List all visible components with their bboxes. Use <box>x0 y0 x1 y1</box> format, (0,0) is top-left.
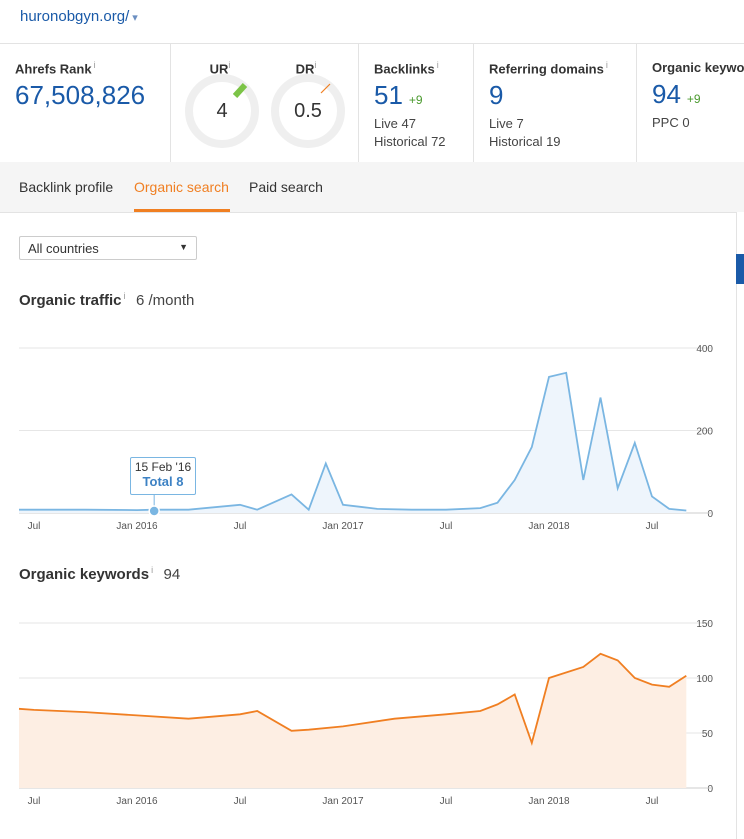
ahrefs-rank-metric: Ahrefs Rank i 67,508,826 <box>0 44 171 162</box>
y-tick-label: 200 <box>696 427 713 438</box>
x-tick-label: Jan 2017 <box>322 521 364 532</box>
x-tick-label: Jul <box>234 521 247 532</box>
country-select[interactable]: All countries ▼ <box>19 236 197 260</box>
referring-domains-metric: Referring domains i 9 Live 7 Historical 1… <box>474 44 637 162</box>
x-tick-label: Jul <box>440 521 453 532</box>
metrics-bar: Ahrefs Rank i 67,508,826 URi 4 DRi 0.5 Ba… <box>0 43 744 163</box>
site-url[interactable]: huronobgyn.org/ <box>20 8 130 25</box>
metric-label: Ahrefs Rank i <box>15 60 96 77</box>
backlinks-metric: Backlinks i 51 +9 Live 47 Historical 72 <box>359 44 474 162</box>
tab-backlink-profile[interactable]: Backlink profile <box>19 179 114 195</box>
y-tick-label: 400 <box>696 344 713 355</box>
dropdown-arrow-icon: ▼ <box>179 242 188 252</box>
ur-label: URi <box>209 60 231 77</box>
backlinks-value[interactable]: 51 <box>374 80 403 111</box>
tooltip-total: Total 8 <box>142 474 184 489</box>
scrollbar-track[interactable] <box>736 212 744 839</box>
country-select-value: All countries <box>28 241 99 256</box>
tab-organic-search[interactable]: Organic search <box>134 179 229 195</box>
info-icon[interactable]: i <box>228 60 231 70</box>
dr-label: DRi <box>295 60 317 77</box>
ppc-value: PPC 0 <box>652 115 690 130</box>
info-icon[interactable]: i <box>93 60 96 70</box>
organic-traffic-chart[interactable]: 400 200 0 Jul Jan 2016 Jul Jan 2017 Jul Jan 2018… <box>0 325 736 540</box>
report-tabs: Backlink profile Organic search Paid sea… <box>0 162 744 213</box>
ur-ring <box>185 74 259 148</box>
info-icon[interactable]: i <box>605 60 608 70</box>
dr-value: 0.5 <box>294 100 322 122</box>
chart-tooltip: 15 Feb '16 Total 8 <box>130 457 196 495</box>
x-tick-label: Jul <box>646 796 659 807</box>
series-line[interactable] <box>19 371 687 512</box>
metric-label: Referring domains i <box>489 60 608 77</box>
y-tick-label: 0 <box>707 509 713 520</box>
organic-traffic-heading: Organic traffic i 6 /month <box>19 291 194 310</box>
referring-domains-live: Live 7 <box>489 116 524 132</box>
x-tick-label: Jul <box>234 796 247 807</box>
scrollbar-thumb[interactable] <box>736 254 744 284</box>
x-tick-label: Jan 2017 <box>322 796 364 807</box>
organic-keywords-chart[interactable]: 150 100 50 0 Jul Jan 2016 Jul Jan 2017 Jul Jan 20… <box>0 605 736 820</box>
x-tick-label: Jul <box>28 796 41 807</box>
x-tick-label: Jan 2018 <box>528 796 570 807</box>
dr-progress-arc <box>320 83 331 94</box>
y-tick-label: 0 <box>707 784 713 795</box>
dr-ring <box>271 74 345 148</box>
metric-label: Organic keywo <box>652 60 744 75</box>
site-selector[interactable]: huronobgyn.org/▾ <box>20 8 138 25</box>
organic-keywords-value[interactable]: 94 <box>652 79 681 109</box>
hover-marker[interactable] <box>148 505 160 517</box>
y-tick-label: 150 <box>696 619 713 630</box>
organic-keywords-metric: Organic keywo 94 +9 PPC 0 <box>637 44 744 162</box>
organic-keywords-delta: +9 <box>686 92 701 106</box>
series-area <box>19 372 687 513</box>
backlinks-live: Live 47 <box>374 116 416 132</box>
x-tick-label: Jul <box>28 521 41 532</box>
series-line[interactable] <box>18 652 687 746</box>
organic-keywords-heading: Organic keywords i 94 <box>19 565 180 584</box>
y-tick-label: 100 <box>696 674 713 685</box>
section-title: Organic keywords i <box>19 565 154 583</box>
series-area <box>19 653 687 788</box>
x-tick-label: Jul <box>440 796 453 807</box>
x-tick-label: Jan 2016 <box>116 521 158 532</box>
metric-label: Backlinks i <box>374 60 439 77</box>
info-icon[interactable]: i <box>123 291 126 301</box>
ahrefs-rank-value: 67,508,826 <box>15 80 146 111</box>
section-title: Organic traffic i <box>19 291 126 309</box>
organic-traffic-value: 6 /month <box>135 292 195 309</box>
tab-paid-search[interactable]: Paid search <box>249 179 323 195</box>
info-icon[interactable]: i <box>436 60 439 70</box>
backlinks-delta: +9 <box>408 93 423 108</box>
info-icon[interactable]: i <box>151 565 154 575</box>
chevron-down-icon[interactable]: ▾ <box>132 12 138 24</box>
ur-value: 4 <box>216 100 228 122</box>
ur-progress-arc <box>233 82 248 98</box>
y-tick-label: 50 <box>702 729 714 740</box>
referring-domains-value[interactable]: 9 <box>489 80 504 111</box>
ur-gauge: URi 4 <box>175 54 265 154</box>
backlinks-historical: Historical 72 <box>374 134 446 150</box>
organic-keywords-count: 94 <box>163 566 181 583</box>
x-tick-label: Jul <box>646 521 659 532</box>
active-tab-indicator <box>134 209 230 212</box>
referring-domains-historical: Historical 19 <box>489 134 561 150</box>
dr-gauge: DRi 0.5 <box>261 54 351 154</box>
x-tick-label: Jan 2018 <box>528 521 570 532</box>
info-icon[interactable]: i <box>314 60 317 70</box>
rating-gauges: URi 4 DRi 0.5 <box>171 44 359 162</box>
tooltip-date: 15 Feb '16 <box>134 460 192 474</box>
x-tick-label: Jan 2016 <box>116 796 158 807</box>
